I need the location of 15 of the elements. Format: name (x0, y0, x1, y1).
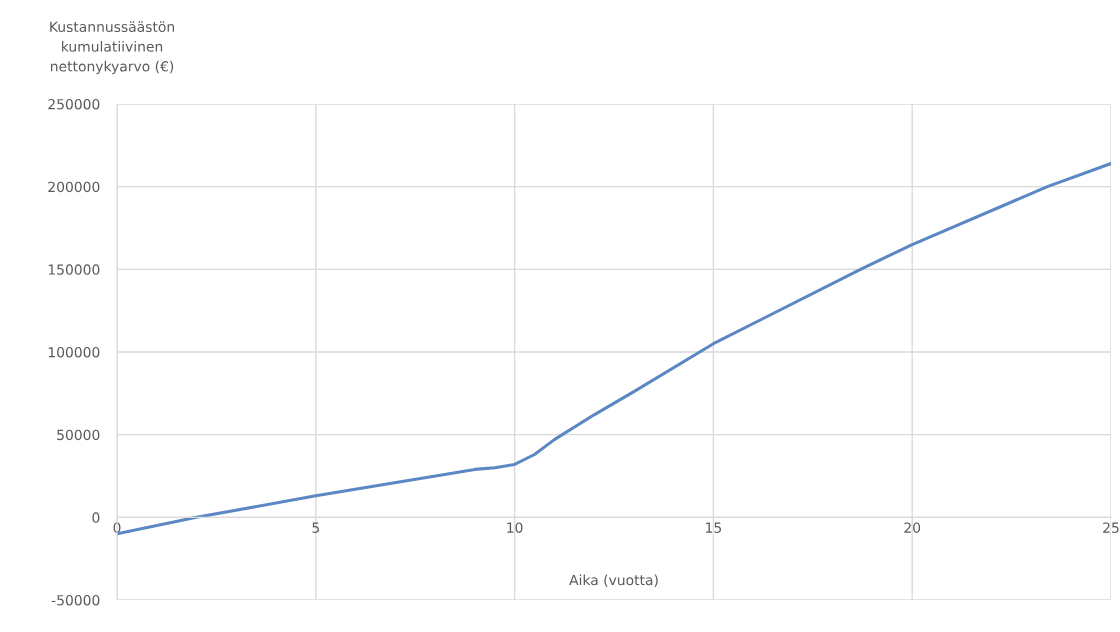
x-tick-label: 15 (706, 522, 722, 533)
x-tick-label: 25 (1103, 522, 1119, 533)
y-tick-label: 50000 (57, 429, 100, 441)
y-tick-label: 0 (92, 512, 100, 523)
y-tick-label: 150000 (48, 264, 100, 275)
y-tick-label: 250000 (48, 98, 100, 110)
x-tick-label: 0 (113, 522, 121, 533)
y-tick-label: -50000 (51, 594, 100, 606)
x-tick-label: 10 (507, 522, 523, 533)
x-tick-label: 5 (312, 522, 320, 533)
x-axis-title: Aika (vuotta) (569, 574, 658, 587)
y-tick-label: 100000 (48, 346, 100, 358)
y-tick-label: 200000 (48, 181, 100, 193)
x-tick-label: 20 (904, 522, 921, 533)
y-axis-title: Kustannussäästön kumulatiivinen nettonykyarvo (€) (50, 21, 174, 75)
